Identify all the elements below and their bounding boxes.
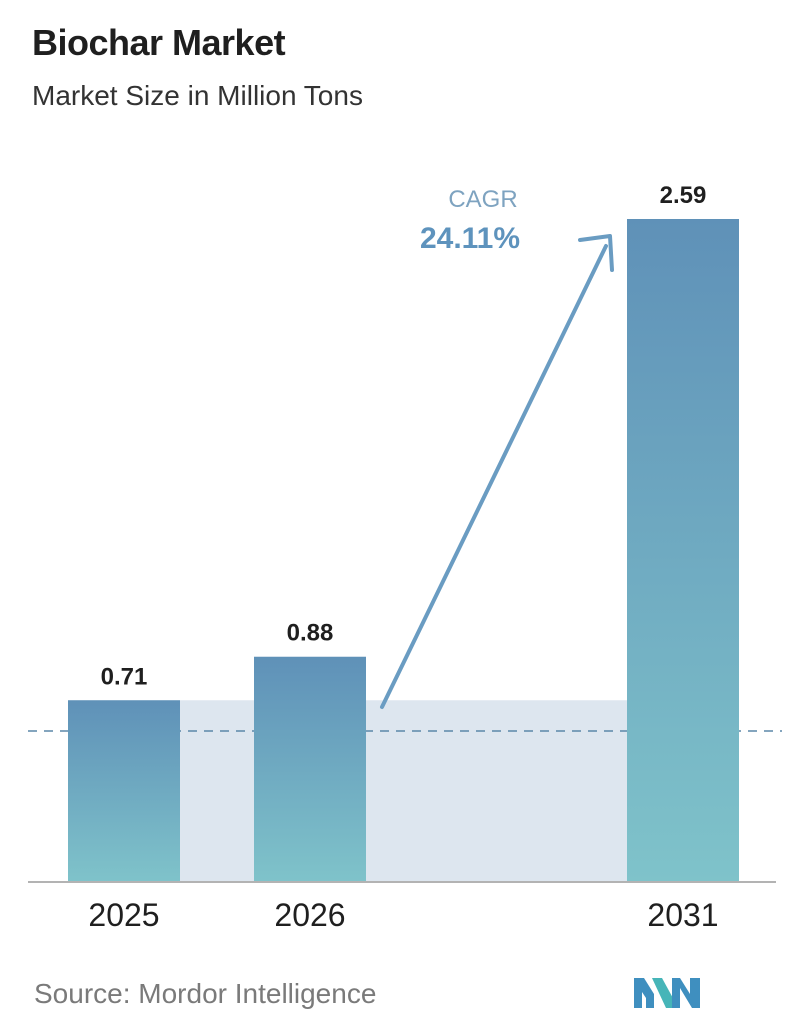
data-label-2025: 0.71 (101, 663, 148, 690)
x-tick-label-2026: 2026 (274, 897, 345, 933)
chart-subtitle: Market Size in Million Tons (32, 80, 363, 111)
bar-chart: 0.71 2025 0.88 2026 2.59 2031 CAGR 24.11% (28, 182, 782, 933)
mordor-intelligence-logo-icon (634, 978, 700, 1008)
cagr-label: CAGR (448, 186, 517, 213)
source-note: Source: Mordor Intelligence (34, 978, 377, 1009)
bar-2031 (627, 219, 739, 882)
bar-2026 (254, 656, 366, 882)
x-tick-label-2031: 2031 (647, 897, 718, 933)
cagr-arrow-line (380, 244, 608, 709)
data-label-2026: 0.88 (287, 620, 334, 647)
cagr-arrow-head (578, 234, 614, 272)
bar-2025 (68, 700, 180, 882)
chart-title: Biochar Market (32, 22, 286, 63)
cagr-value: 24.11% (420, 222, 520, 255)
data-label-2031: 2.59 (660, 182, 707, 209)
x-tick-label-2025: 2025 (88, 897, 159, 933)
